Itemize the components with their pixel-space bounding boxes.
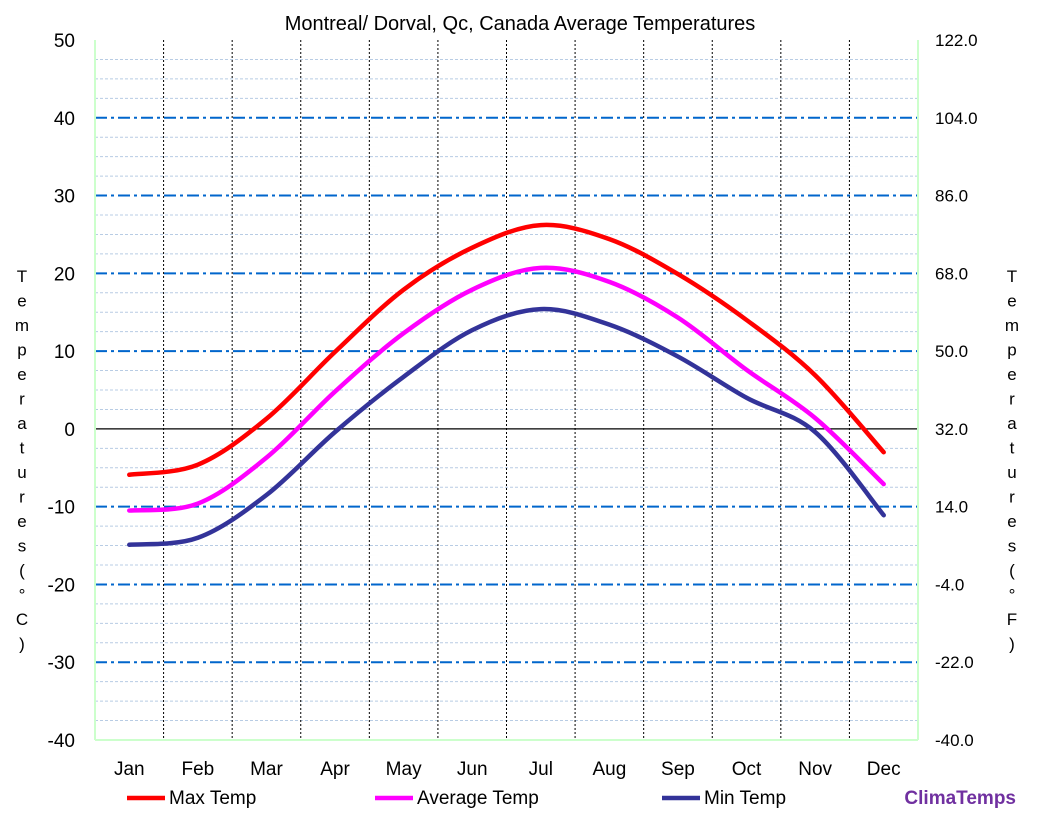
y-tick-label: 10 (54, 342, 75, 363)
y-tick-label: 50 (54, 31, 75, 52)
x-tick-label: Jun (457, 759, 488, 780)
y-tick-label: 40 (54, 109, 75, 130)
y-right-tick-label: 86.0 (935, 187, 968, 206)
y-right-tick-label: -4.0 (935, 575, 964, 594)
y-right-tick-label: 122.0 (935, 31, 978, 50)
legend-label: Average Temp (417, 788, 539, 809)
x-tick-label: Oct (732, 759, 762, 780)
y-right-tick-label: 14.0 (935, 498, 968, 517)
x-tick-label: Nov (798, 759, 832, 780)
series-line-max-temp (127, 222, 886, 478)
x-tick-label: Sep (661, 759, 695, 780)
y-tick-label: -10 (48, 498, 75, 519)
y-tick-label: -20 (48, 575, 75, 596)
legend-label: Max Temp (169, 788, 256, 809)
x-tick-label: Feb (182, 759, 215, 780)
series-line-average-temp (127, 265, 886, 513)
chart-title: Montreal/ Dorval, Qc, Canada Average Tem… (285, 13, 756, 35)
y-tick-label: -40 (48, 731, 75, 752)
y-right-tick-label: 68.0 (935, 264, 968, 283)
x-tick-label: Mar (250, 759, 283, 780)
x-tick-label: Jan (114, 759, 145, 780)
y-right-tick-label: 32.0 (935, 420, 968, 439)
y-right-tick-label: -40.0 (935, 731, 974, 750)
y-tick-label: 30 (54, 187, 75, 208)
x-tick-label: Apr (320, 759, 350, 780)
y-right-tick-label: 104.0 (935, 109, 978, 128)
x-tick-label: Jul (529, 759, 553, 780)
legend-label: Min Temp (704, 788, 786, 809)
y-right-tick-label: -22.0 (935, 653, 974, 672)
y-tick-label: 0 (64, 420, 75, 441)
x-tick-label: Aug (592, 759, 626, 780)
y-right-tick-label: 50.0 (935, 342, 968, 361)
series-line-min-temp (127, 306, 886, 548)
y-tick-label: -30 (48, 653, 75, 674)
x-tick-label: May (386, 759, 422, 780)
y-tick-label: 20 (54, 264, 75, 285)
x-tick-label: Dec (867, 759, 901, 780)
climatemps-logo: ClimaTemps (904, 788, 1016, 809)
